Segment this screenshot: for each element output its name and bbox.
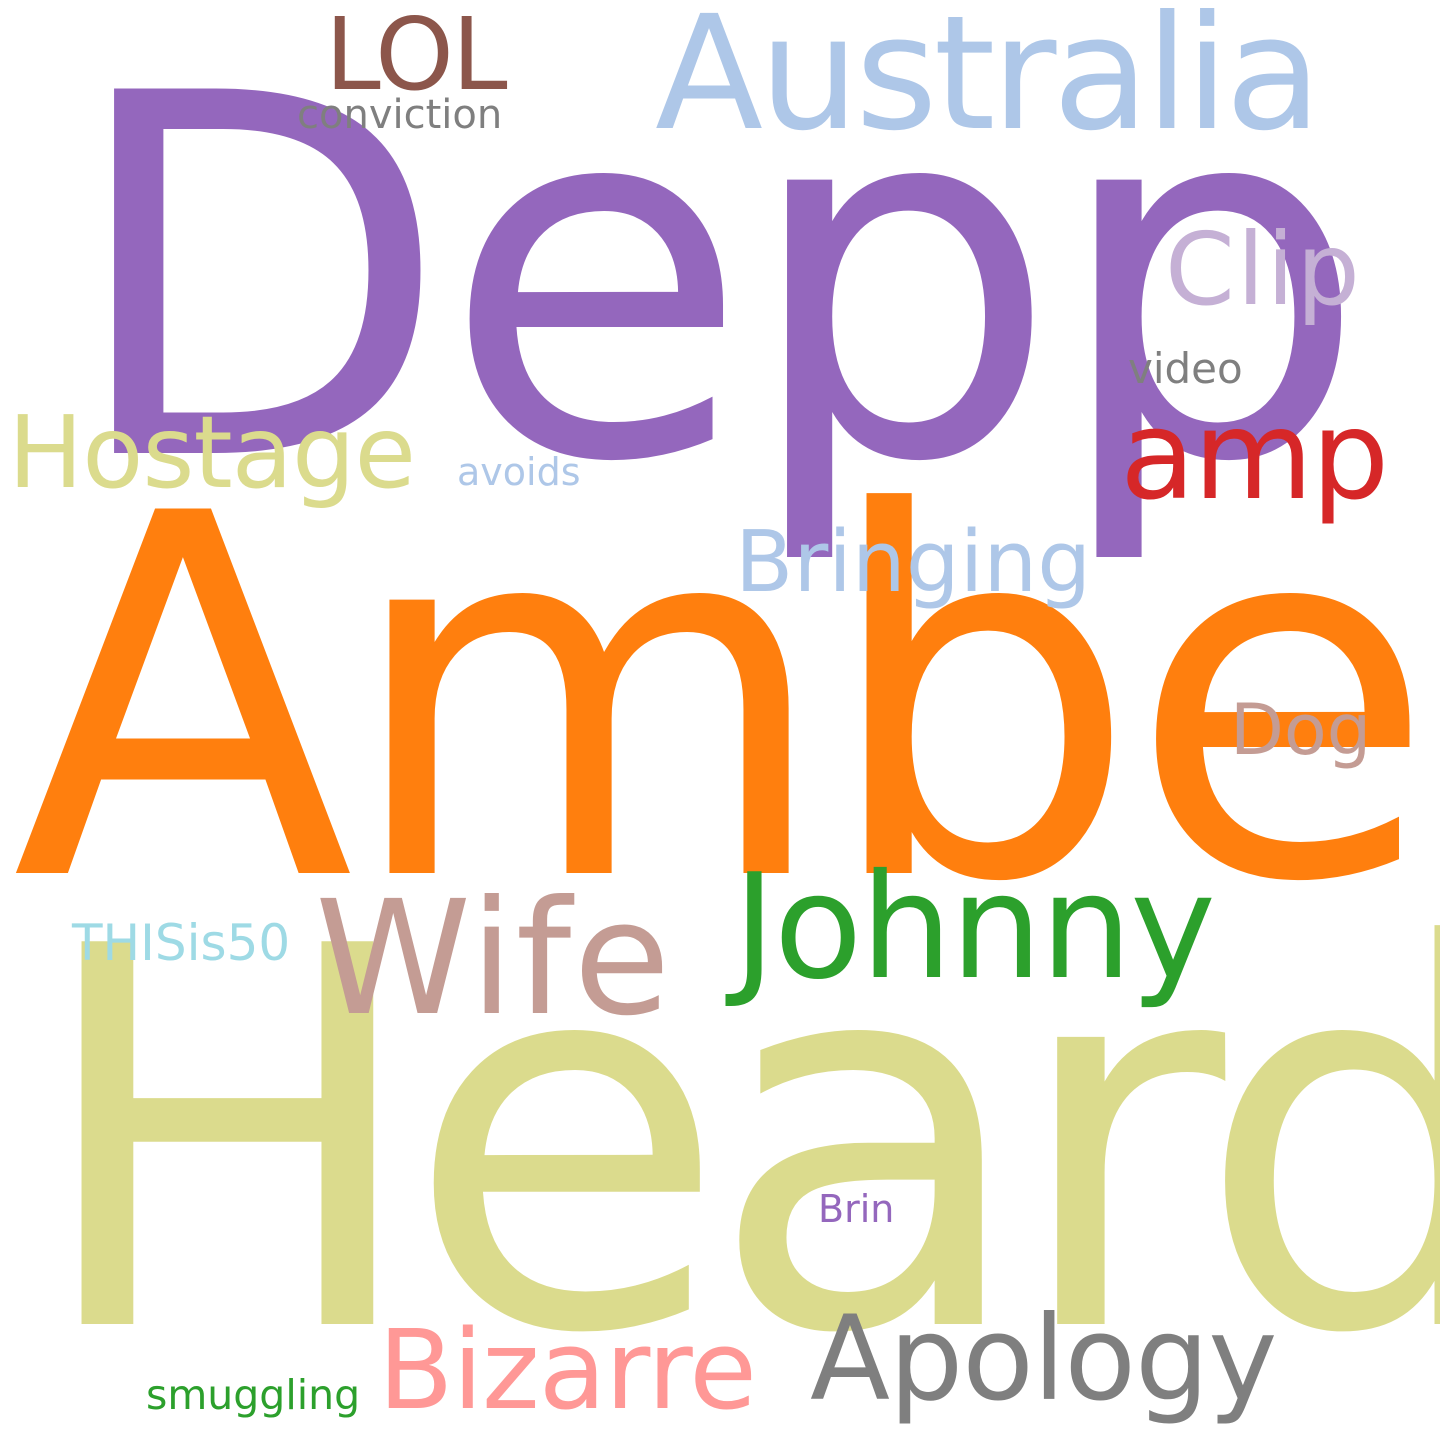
word-dog: Dog xyxy=(1230,689,1372,771)
word-heard: Heard xyxy=(30,837,1440,1440)
word-bizarre: Bizarre xyxy=(378,1306,757,1434)
word-thisis50: THISis50 xyxy=(72,914,291,972)
word-lol: LOL xyxy=(325,0,508,113)
word-brin: Brin xyxy=(818,1187,895,1231)
word-conviction: conviction xyxy=(297,92,503,138)
word-avoids: avoids xyxy=(457,450,581,494)
word-video: video xyxy=(1128,344,1243,393)
word-johnny: Johnny xyxy=(733,843,1216,1012)
word-amber: Amber xyxy=(12,409,1440,991)
word-wife: Wife xyxy=(315,867,673,1051)
word-depp: Depp xyxy=(65,0,1368,571)
word-australia: Australia xyxy=(655,0,1322,166)
word-apology: Apology xyxy=(810,1290,1277,1427)
word-clip: Clip xyxy=(1165,211,1362,328)
word-smuggling: smuggling xyxy=(146,1371,361,1419)
word-hostage: Hostage xyxy=(8,394,416,511)
word-amp: amp xyxy=(1120,385,1389,528)
word-bringing: Bringing xyxy=(735,513,1092,612)
